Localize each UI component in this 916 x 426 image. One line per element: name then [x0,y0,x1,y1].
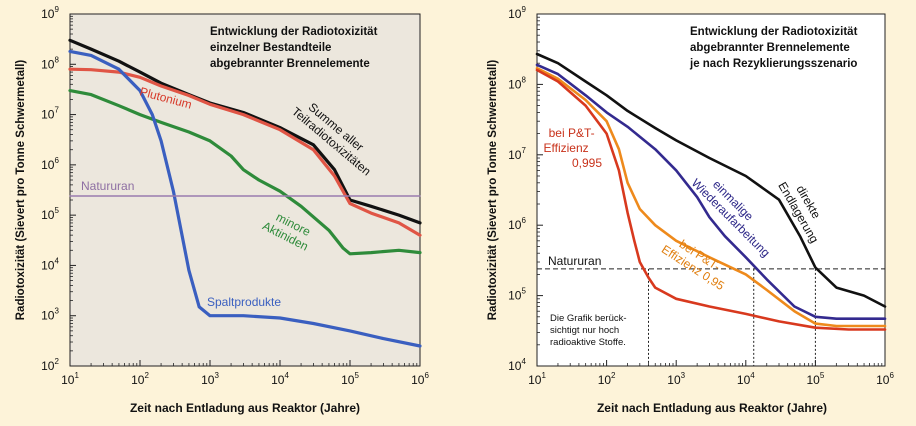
label-natururan-left: Natururan [81,179,134,193]
series-line-plutonium [68,67,422,237]
left-chart-title: Entwicklung der Radiotoxizität einzelner… [210,26,381,70]
series-line-einmalige-wiederaufarbeitung [535,63,887,321]
left-plot-area [69,13,421,367]
left-title-line-1: Entwicklung der Radiotoxizität [210,26,378,38]
series-line-summe-aller-teilradiotoxizit-ten [68,38,422,225]
right-reference-lines [537,268,885,366]
series-line-bei-p-t-effizienz-0-95 [535,66,887,328]
right-title-line-1: Entwicklung der Radiotoxizität [690,26,858,38]
right-title-line-2: abgebrannter Brennelemente [690,42,850,54]
right-x-axis-label: Zeit nach Entladung aus Reaktor (Jahre) [597,401,827,415]
label-pt0995-line-1: bei P&T- [549,126,595,140]
left-x-axis-label: Zeit nach Entladung aus Reaktor (Jahre) [130,401,360,415]
chart-note: Die Grafik berück- sichtigt nur hoch rad… [550,313,629,348]
right-tick-marks [536,13,886,367]
label-pt0995-line-2: Effizienz [544,141,589,155]
label-pt-0995: bei P&T- Effizienz 0,995 [544,126,603,170]
left-tick-marks [69,13,421,367]
series-line-direkte-endlagerung [535,52,887,308]
chart-note-line-3: radioaktive Stoffe. [550,337,626,348]
chart-note-line-2: sichtigt nur hoch [550,325,619,336]
right-series-group [535,52,887,331]
left-series-group [68,38,422,348]
left-title-line-3: abgebrannter Brennelemente [210,58,370,70]
right-y-axis-label: Radiotoxizität (Sievert pro Tonne Schwer… [487,60,499,321]
series-line-minore-aktiniden [68,88,422,256]
series-line-bei-p-t-effizienz-0-995 [535,68,887,331]
right-chart-title: Entwicklung der Radiotoxizität abgebrann… [689,26,861,70]
chart-left: 101 102 103 104 105 106 102103104105106107108… [15,5,429,415]
series-line-spaltprodukte [68,49,422,348]
chart-note-line-1: Die Grafik berück- [550,313,627,324]
label-spaltprodukte: Spaltprodukte [207,295,281,309]
label-pt0995-line-3: 0,995 [572,156,602,170]
left-title-line-2: einzelner Bestandteile [210,42,331,54]
label-natururan-right: Natururan [548,254,601,268]
left-y-axis-label: Radiotoxizität (Sievert pro Tonne Schwer… [15,60,27,321]
right-title-line-3: je nach Rezyklierungsszenario [689,58,857,70]
